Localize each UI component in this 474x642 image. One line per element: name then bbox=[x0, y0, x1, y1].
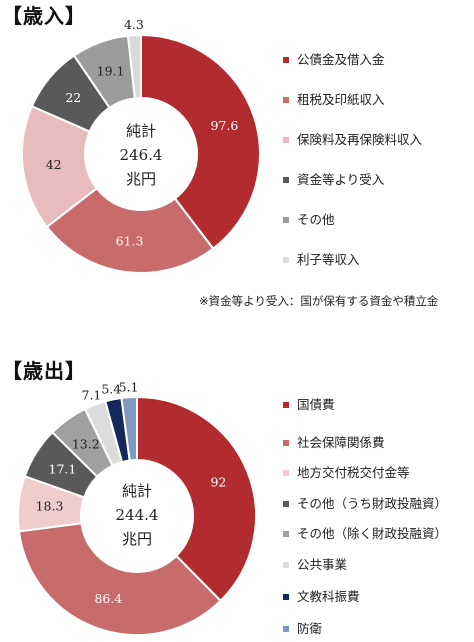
legend-swatch-icon bbox=[283, 96, 289, 103]
legend-swatch-icon bbox=[283, 401, 289, 408]
chart-title-revenue: 【歳入】 bbox=[2, 4, 86, 28]
expenditure-legend-item-6: 文教科振費 bbox=[283, 586, 360, 605]
legend-swatch-icon bbox=[283, 256, 289, 263]
expenditure-slice-label-2: 18.3 bbox=[36, 499, 64, 514]
legend-swatch-icon bbox=[283, 561, 289, 568]
expenditure-slice-7 bbox=[120, 395, 138, 462]
legend-swatch-icon bbox=[283, 56, 289, 63]
expenditure-legend-item-1: 社会保障関係費 bbox=[283, 432, 385, 451]
expenditure-legend-item-0: 国債費 bbox=[283, 394, 335, 413]
legend-label: 公共事業 bbox=[297, 557, 348, 572]
expenditure-center-text-1: 244.4 bbox=[116, 506, 159, 524]
legend-swatch-icon bbox=[283, 136, 289, 143]
legend-label: 地方交付税交付金等 bbox=[297, 465, 410, 480]
expenditure-center-text-0: 純計 bbox=[122, 482, 152, 500]
revenue-center-text-2: 兆円 bbox=[126, 170, 156, 188]
legend-swatch-icon bbox=[283, 593, 289, 600]
legend-swatch-icon bbox=[283, 625, 289, 632]
expenditure-donut-chart: 92 86.4 18.3 17.1 13.2 7.1 5.45.1 純計 244.4 兆円 bbox=[17, 379, 257, 636]
legend-swatch-icon bbox=[283, 176, 289, 183]
legend-label: 社会保障関係費 bbox=[297, 435, 385, 450]
expenditure-slice-label-6: 5.4 bbox=[101, 382, 121, 397]
expenditure-slice-label-0: 92 bbox=[210, 475, 226, 490]
legend-label: 保険料及再保険料収入 bbox=[297, 132, 423, 147]
revenue-slice-label-3: 22 bbox=[65, 90, 81, 105]
revenue-slice-label-2: 42 bbox=[46, 157, 62, 172]
revenue-legend-item-4: その他 bbox=[283, 209, 335, 228]
revenue-slice-label-0: 97.6 bbox=[210, 118, 238, 133]
revenue-legend-item-0: 公債金及借入金 bbox=[283, 49, 385, 68]
revenue-slice-1 bbox=[45, 186, 215, 274]
legend-label: その他（除く財政投融資） bbox=[297, 526, 448, 541]
revenue-slice-label-5: 4.3 bbox=[124, 17, 144, 32]
expenditure-legend-item-7: 防衛 bbox=[283, 618, 322, 637]
expenditure-slice-0 bbox=[136, 395, 257, 603]
legend-swatch-icon bbox=[283, 500, 289, 507]
expenditure-legend-item-2: 地方交付税交付金等 bbox=[283, 462, 410, 481]
legend-label: 利子等収入 bbox=[297, 252, 360, 267]
expenditure-legend-item-4: その他（除く財政投融資） bbox=[283, 523, 447, 542]
revenue-legend-item-3: 資金等より受入 bbox=[283, 169, 384, 188]
expenditure-slice-label-5: 7.1 bbox=[82, 387, 102, 402]
legend-label: 租税及印紙収入 bbox=[297, 92, 385, 107]
expenditure-legend-item-3: その他（うち財政投融資） bbox=[283, 493, 447, 512]
legend-label: 文教科振費 bbox=[297, 589, 360, 604]
legend-label: 資金等より受入 bbox=[297, 172, 385, 187]
legend-swatch-icon bbox=[283, 469, 289, 476]
expenditure-slice-1 bbox=[17, 522, 222, 636]
legend-swatch-icon bbox=[283, 216, 289, 223]
expenditure-legend-item-5: 公共事業 bbox=[283, 554, 347, 573]
revenue-legend-item-1: 租税及印紙収入 bbox=[283, 89, 385, 108]
revenue-legend-item-2: 保険料及再保険料収入 bbox=[283, 129, 422, 148]
expenditure-center-text-2: 兆円 bbox=[122, 530, 152, 548]
legend-label: 公債金及借入金 bbox=[297, 52, 385, 67]
revenue-slice-0 bbox=[140, 33, 261, 251]
revenue-donut-chart: 97.6 61.3 42 22 19.1 4.3 純計 246.4 兆円 bbox=[21, 17, 261, 274]
revenue-center-text-1: 246.4 bbox=[120, 146, 163, 164]
legend-swatch-icon bbox=[283, 439, 289, 446]
revenue-center-text-0: 純計 bbox=[126, 122, 156, 140]
revenue-slice-5 bbox=[126, 33, 142, 100]
expenditure-slice-label-1: 86.4 bbox=[94, 591, 122, 606]
legend-label: 国債費 bbox=[297, 397, 335, 412]
revenue-legend-item-5: 利子等収入 bbox=[283, 249, 360, 268]
revenue-slice-label-1: 61.3 bbox=[116, 233, 144, 248]
revenue-slice-2 bbox=[21, 104, 99, 229]
legend-swatch-icon bbox=[283, 530, 289, 537]
legend-label: その他（うち財政投融資） bbox=[297, 496, 448, 511]
expenditure-slice-label-7: 5.1 bbox=[119, 379, 139, 394]
legend-label: 防衛 bbox=[297, 621, 323, 636]
expenditure-slice-label-3: 17.1 bbox=[49, 461, 77, 476]
legend-label: その他 bbox=[297, 212, 335, 227]
chart-title-expenditure: 【歳出】 bbox=[2, 359, 86, 383]
expenditure-slice-label-4: 13.2 bbox=[72, 436, 100, 451]
revenue-footnote: ※資金等より受入：国が保有する資金や積立金 bbox=[199, 294, 439, 308]
revenue-slice-label-4: 19.1 bbox=[97, 63, 125, 78]
